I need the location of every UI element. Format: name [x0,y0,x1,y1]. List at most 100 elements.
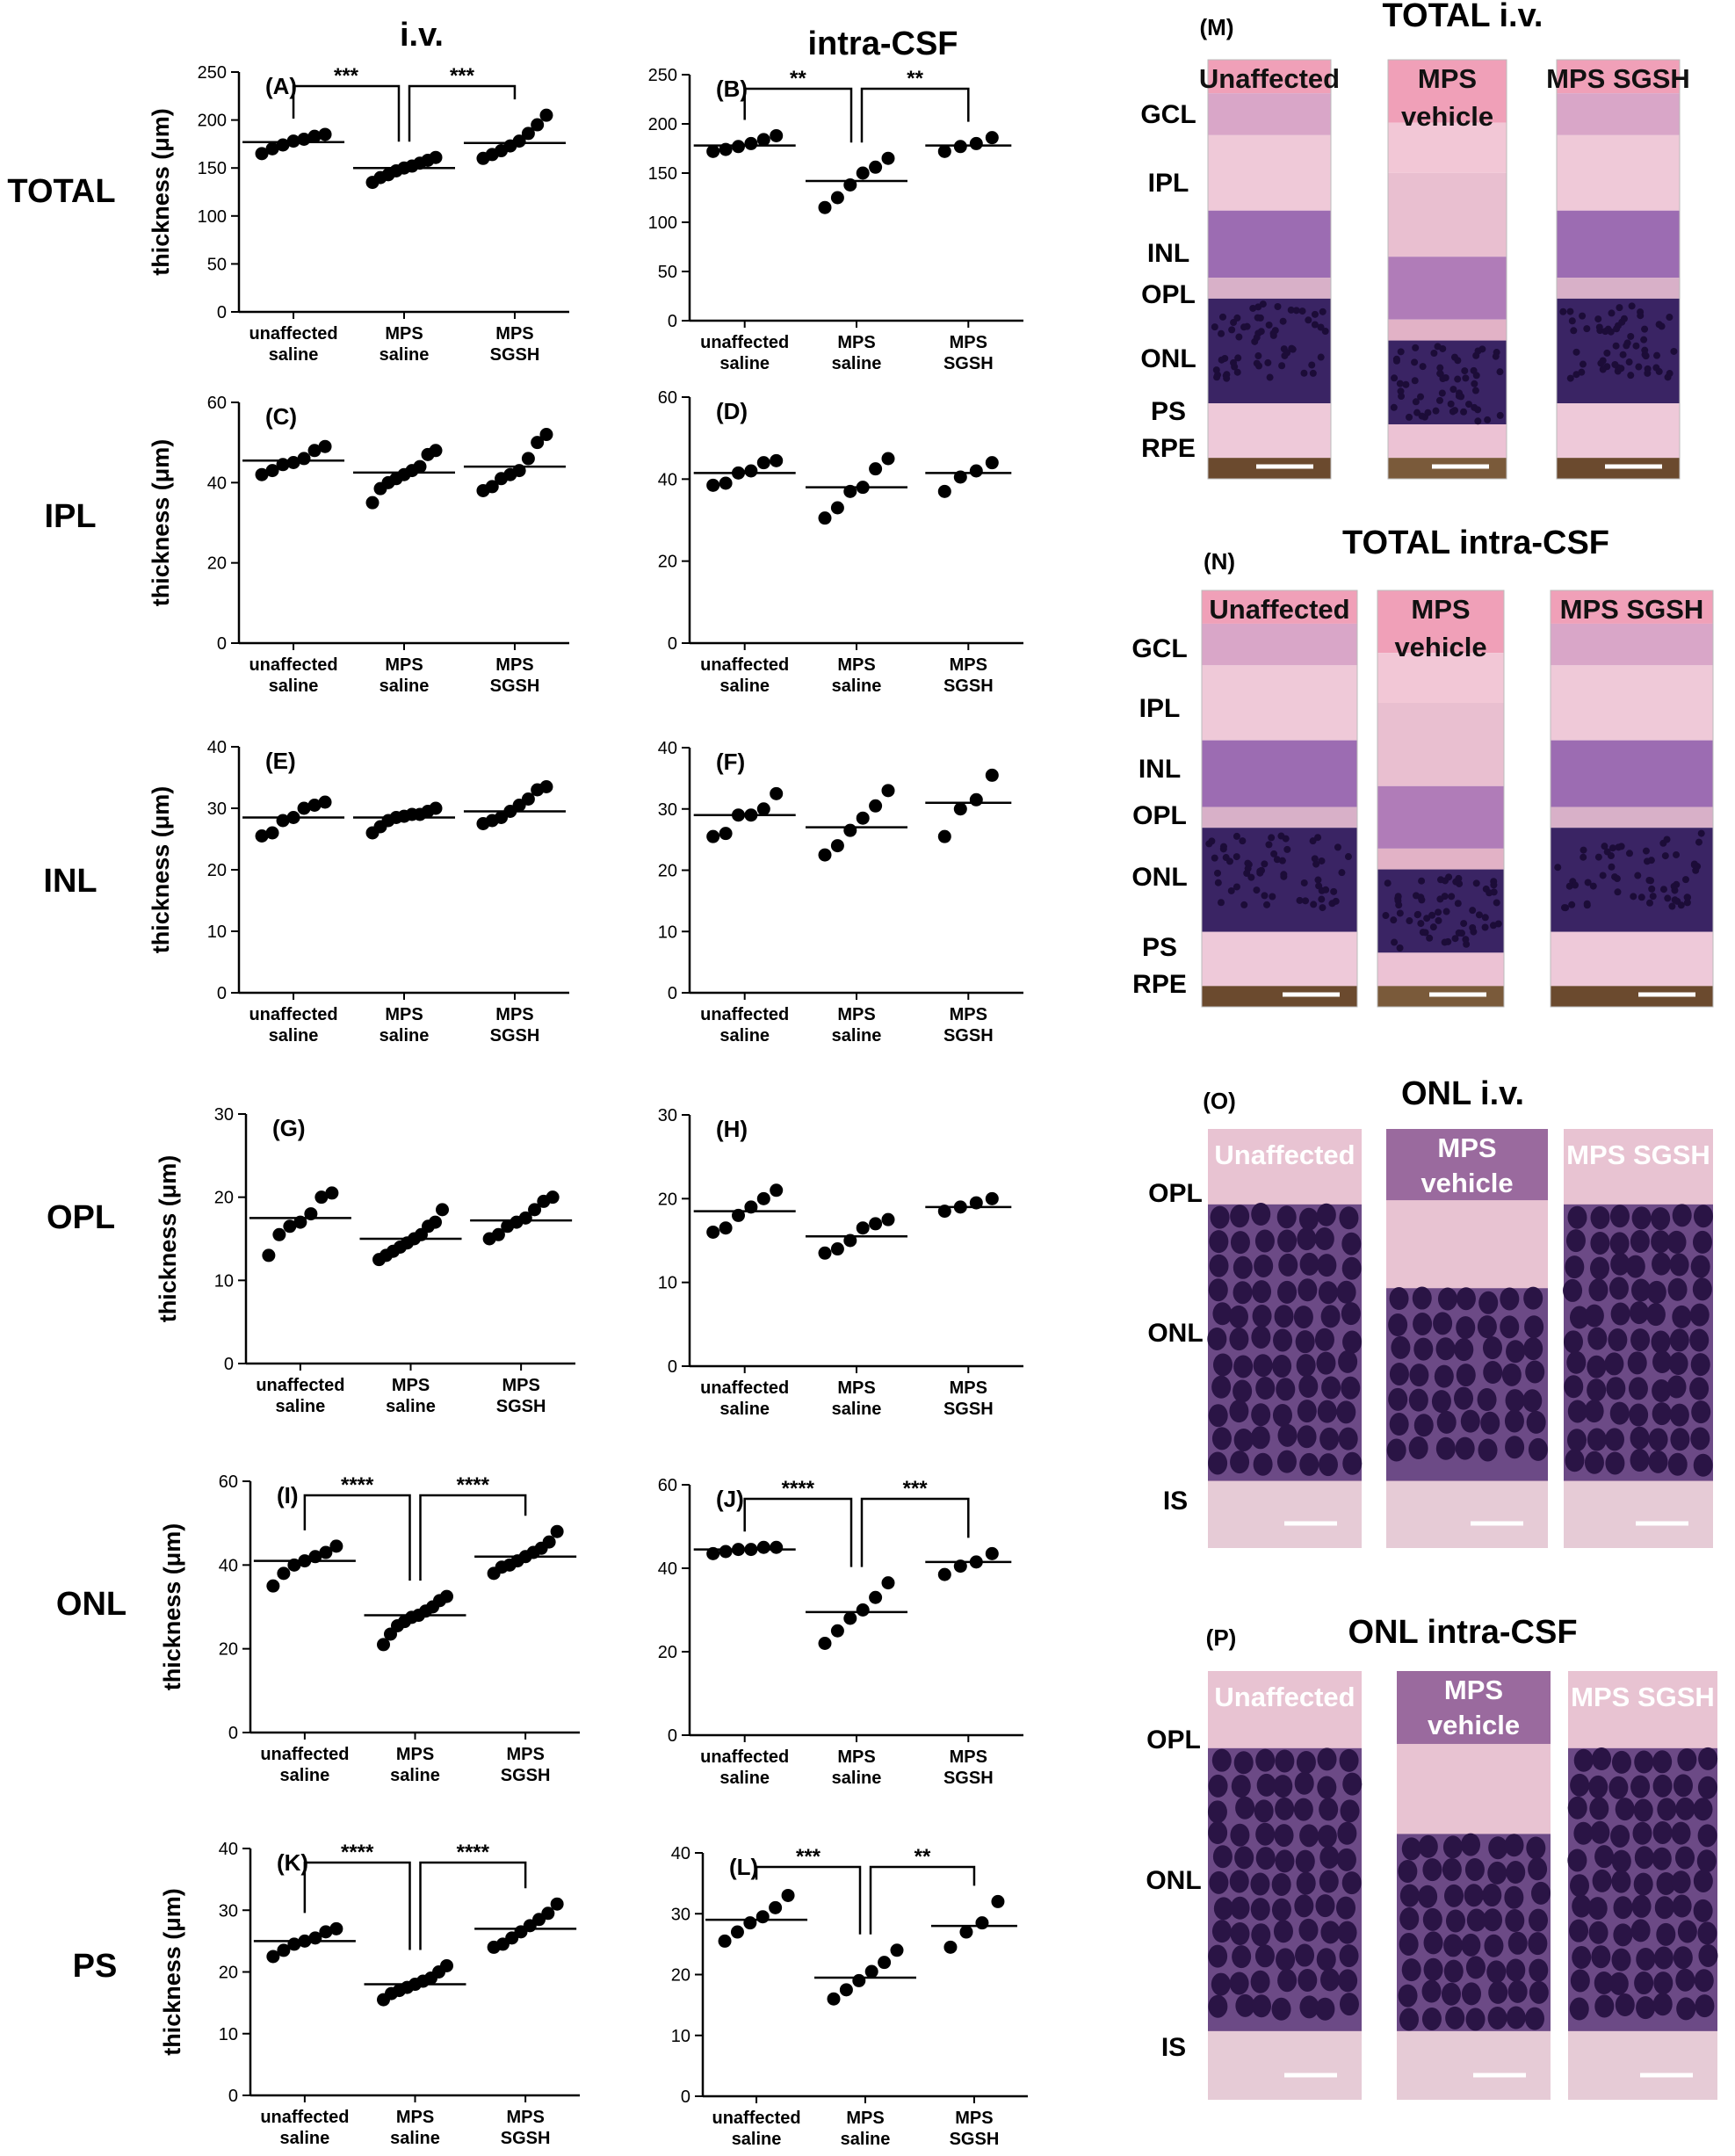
x-tick-label: unaffected [260,2108,349,2127]
data-point [830,1624,844,1638]
nucleus [1431,1390,1451,1414]
tissue-band [1208,93,1331,135]
nucleus [1436,370,1444,378]
nucleus [1525,2007,1545,2030]
nucleus [1338,1969,1358,1993]
nucleus [1630,893,1637,901]
nucleus [1634,872,1642,879]
tissue-band [1551,665,1713,741]
x-tick-label: MPS [950,655,987,675]
nucleus [1584,1304,1604,1328]
tissue-band [1208,298,1331,404]
tissue-band [1564,1480,1713,1548]
x-tick-label: saline [380,345,430,365]
nucleus [1211,1920,1232,1943]
chart-panel: 0 10 20 30 40 unaffected saline MPS saline MPS SGS… [148,738,569,1045]
nucleus [1567,1400,1587,1423]
y-tick-label: 0 [228,1724,238,1743]
data-point [329,1921,343,1935]
tile-label: MPS [1437,1132,1496,1163]
nucleus [1342,1330,1363,1354]
tissue-band [1388,122,1507,173]
panel-label: (I) [277,1482,299,1508]
nucleus [1584,1451,1604,1474]
nucleus [1233,1428,1254,1451]
micrograph-tile: MPS vehicle [1386,1129,1548,1548]
nucleus [1675,1797,1695,1820]
significance-label: *** [334,64,359,88]
nucleus [1213,1897,1233,1921]
nucleus [1397,348,1405,356]
x-tick-label: SGSH [490,345,540,365]
nucleus [1250,1426,1270,1450]
nucleus [1211,1427,1232,1451]
data-point [429,801,443,815]
nucleus [1578,368,1586,376]
nucleus [1251,1923,1271,1947]
data-point [539,428,553,442]
nucleus [1594,853,1602,861]
data-point [985,1191,999,1205]
data-point [830,839,844,853]
nucleus [1217,899,1225,907]
nucleus [1604,1428,1624,1451]
tissue-band [1202,665,1357,741]
nucleus [1432,407,1440,415]
nucleus [1653,1972,1674,1995]
nucleus [1696,1849,1717,1873]
nucleus [1613,1923,1633,1947]
y-tick-label: 20 [658,1643,677,1662]
nucleus [1693,1899,1713,1922]
nucleus [1218,329,1225,337]
tile-border [1201,590,1358,1008]
micrograph-title: TOTAL intra-CSF [1342,525,1609,561]
data-point [744,136,758,150]
x-tick-label: unaffected [700,333,789,352]
data-point [719,1221,733,1235]
layer-label: RPE [1132,970,1187,999]
nucleus [1483,1908,1503,1932]
nucleus [1690,1427,1710,1451]
tissue-band [1388,172,1507,257]
nucleus [1634,1750,1654,1774]
layer-label: GCL [1131,634,1187,663]
nucleus [1233,1281,1253,1305]
nucleus [1572,348,1580,356]
data-point [743,1916,757,1930]
data-point [881,452,895,466]
micrograph-title: TOTAL i.v. [1383,0,1543,34]
y-tick-label: 0 [668,1726,677,1746]
nucleus [1320,1921,1341,1944]
nucleus [1227,886,1235,894]
significance-label: *** [903,1477,929,1501]
nucleus [1317,1825,1337,1849]
data-point [756,456,770,470]
nucleus [1474,417,1482,425]
nucleus [1505,1908,1525,1932]
nucleus [1271,1872,1291,1896]
data-point [937,829,951,843]
x-tick-label: MPS [950,1378,987,1398]
data-point [869,1217,883,1231]
data-point [528,1203,542,1217]
nucleus [1528,1932,1548,1956]
tissue-band [1202,807,1357,828]
data-point [843,1611,857,1625]
nucleus [1526,1836,1546,1860]
nucleus [1297,1400,1317,1423]
significance-bracket [408,84,517,142]
y-tick-label: 250 [648,66,677,85]
nucleus [1321,1376,1341,1400]
y-tick-label: 0 [217,984,227,1003]
nucleus [1666,314,1674,322]
nucleus [1506,1340,1526,1364]
nucleus [1230,1231,1250,1255]
micrograph-tile: Unaffected [1207,1129,1363,1548]
data-point [719,476,733,490]
nucleus [1274,1305,1294,1328]
micrograph-tile: Unaffected [1199,59,1340,480]
nucleus [1652,1379,1672,1403]
nucleus [1569,1997,1589,2021]
nucleus [1698,1943,1718,1967]
